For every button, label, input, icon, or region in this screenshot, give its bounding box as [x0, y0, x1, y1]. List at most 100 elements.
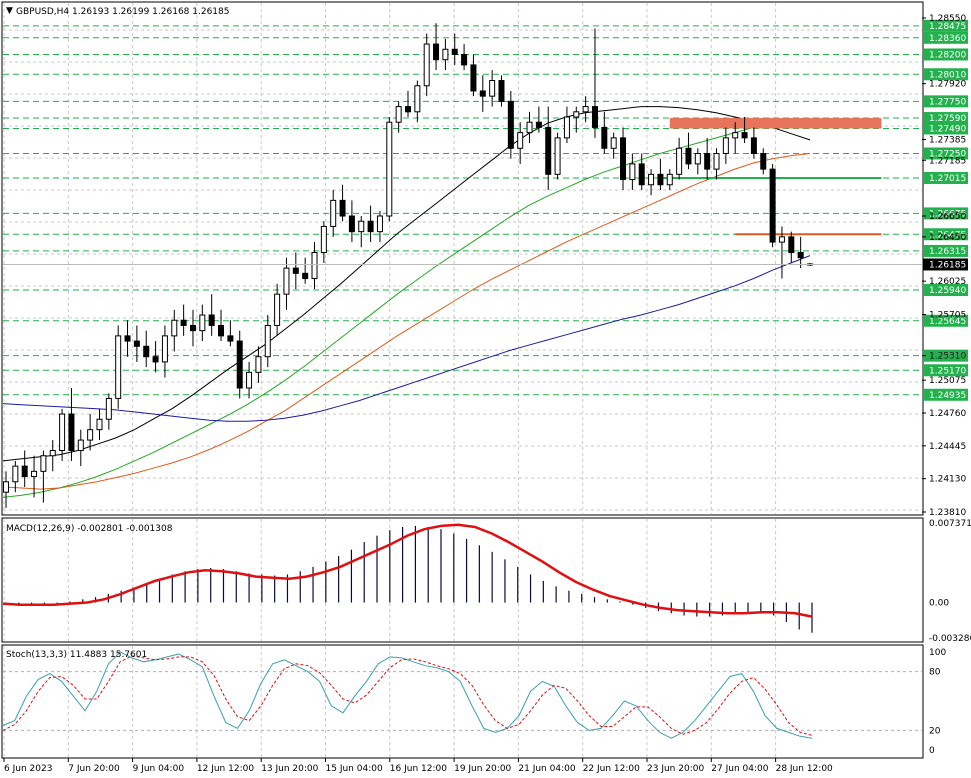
level-label-bg: [923, 284, 968, 297]
level-label: 1.27590: [929, 114, 966, 124]
candle-body: [105, 397, 112, 420]
support-resistance-levels: 1.28475 1.28360 1.28200 1.28010 1.27750 1.275…: [3, 19, 968, 401]
macd-tick-label: 0.007371: [929, 519, 971, 529]
candle-body: [171, 319, 178, 337]
level-label: 1.27750: [929, 97, 966, 107]
stoch-pane: [1, 644, 924, 759]
macd-indicator: 0.007371 0.00 -0.003286: [2, 519, 971, 644]
level-label: 1.28200: [929, 50, 966, 60]
level-label-bg: [923, 388, 968, 401]
price-tick-label: 1.26450: [929, 233, 966, 243]
candle-body: [348, 215, 355, 233]
candle-body: [442, 48, 449, 61]
macd-signal-line: [2, 523, 813, 618]
level-label: 1.27250: [929, 149, 966, 159]
level-label-bg: [923, 171, 968, 184]
level-label-bg: [923, 228, 968, 241]
level-label-bg: [923, 364, 968, 377]
candle-body: [461, 53, 468, 66]
candle-body: [573, 111, 580, 118]
candle-body: [657, 173, 664, 186]
time-tick-label: 22 Jun 12:00: [583, 764, 640, 774]
price-tick-label: 1.28550: [929, 14, 966, 24]
candle-body: [96, 418, 103, 431]
candle-body: [236, 340, 243, 389]
candle-body: [601, 126, 608, 149]
candle-body: [133, 340, 140, 347]
candle-body: [414, 85, 421, 113]
stoch-tick-label: 100: [929, 648, 946, 658]
macd-tick-label: -0.003286: [929, 634, 971, 644]
stoch-main-line: [2, 651, 813, 739]
moving-average-line: [2, 106, 811, 462]
candle-body: [274, 293, 281, 326]
level-label-bg: [923, 207, 968, 220]
price-tick-label: 1.25310: [929, 352, 966, 362]
candle-body: [554, 137, 561, 175]
candle-body: [40, 455, 47, 472]
candle-body: [489, 80, 496, 97]
level-label: 1.28360: [929, 34, 966, 44]
level-label-bg: [923, 48, 968, 61]
macd-tick-label: 0.00: [929, 599, 949, 609]
candle-body: [433, 43, 440, 61]
candle-body: [648, 173, 655, 186]
candle-body: [760, 152, 767, 170]
title-marker: ▼: [6, 6, 13, 16]
candle-body: [778, 236, 785, 243]
level-label-bg: [923, 122, 968, 135]
candle-body: [330, 199, 337, 227]
candle-body: [479, 90, 486, 97]
current-price-bg: [923, 258, 968, 271]
stoch-tick-label: 0: [929, 746, 935, 756]
candle-body: [68, 413, 75, 452]
level-label-bg: [923, 112, 968, 125]
moving-average-line: [2, 153, 811, 490]
candle-body: [797, 251, 804, 259]
candle-body: [59, 413, 66, 452]
candle-body: [12, 465, 19, 483]
price-tick-label: 1.25705: [929, 311, 966, 321]
candle-body: [732, 132, 739, 139]
candle-body: [563, 116, 570, 139]
level-label: 1.25170: [929, 366, 966, 376]
candle-body: [161, 335, 168, 363]
price-tick-label: 1.25075: [929, 376, 966, 386]
level-label-bg: [923, 68, 968, 81]
candle-body: [526, 121, 533, 134]
level-label: 1.26475: [929, 230, 966, 240]
time-tick-label: 28 Jun 12:00: [776, 764, 833, 774]
candle-body: [208, 314, 215, 326]
level-label: 1.26315: [929, 247, 966, 257]
candle-body: [143, 345, 150, 358]
time-tick-label: 16 Jun 12:00: [390, 764, 447, 774]
candle-body: [31, 470, 38, 478]
candle-body: [405, 106, 411, 113]
candle-body: [311, 251, 318, 280]
candle-body: [152, 356, 159, 363]
stoch-label: Stoch(13,3,3) 11.4883 15.7601: [6, 650, 147, 660]
candle-body: [470, 64, 477, 92]
time-tick-label: 21 Jun 04:00: [518, 764, 575, 774]
price-tick-label: 1.26025: [929, 277, 966, 287]
candle-body: [788, 236, 795, 253]
price-tick-label: 1.24130: [929, 475, 966, 485]
level-label-bg: [923, 31, 968, 44]
candle-body: [694, 152, 701, 165]
candle-body: [255, 356, 262, 373]
candle-body: [704, 152, 711, 170]
candle-body: [591, 106, 598, 128]
candle-body: [451, 48, 458, 55]
candle-body: [545, 126, 552, 175]
price-tick-label: 1.23810: [929, 508, 966, 518]
time-tick-label: 7 Jun 20:00: [68, 764, 120, 774]
price-pane: [1, 1, 924, 516]
candle-body: [292, 267, 299, 274]
time-tick-label: 9 Jun 04:00: [133, 764, 185, 774]
price-tick-label: 1.24760: [929, 409, 966, 419]
candle-body: [264, 324, 271, 358]
level-label: 1.27490: [929, 124, 966, 134]
chart-title: GBPUSD,H4 1.26193 1.26199 1.26168 1.2618…: [16, 7, 229, 17]
candle-body: [423, 43, 430, 87]
candle-body: [180, 319, 187, 326]
